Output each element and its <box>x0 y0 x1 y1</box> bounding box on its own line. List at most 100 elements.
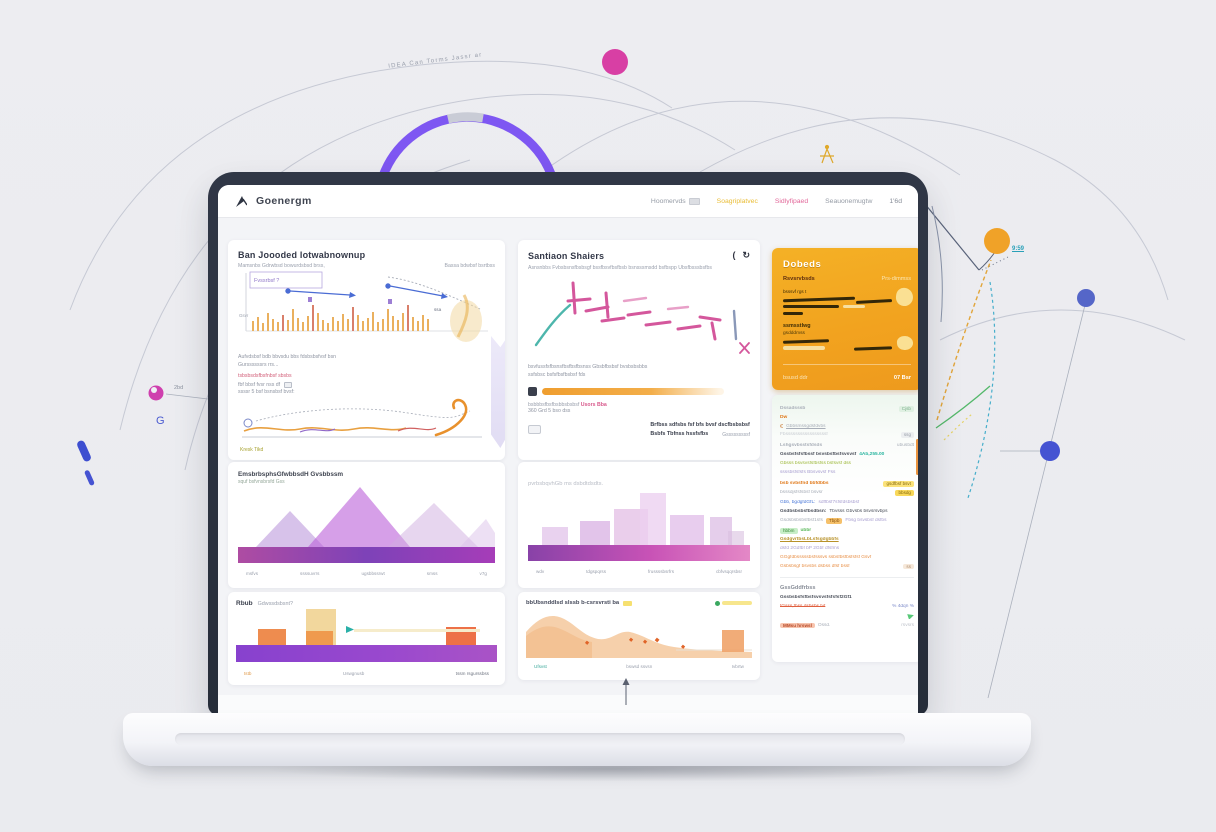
feed-row-1: Gssbsfsfsfbssf bsvsbsfbsfsvsvsf <box>780 451 857 457</box>
feed-row-8: Gsdsbsbsbsfbsf1sfs <box>780 517 823 523</box>
card-c-tick-3: ugsbbssrwt <box>361 571 385 576</box>
promo-group-title: ssmsstlwg <box>783 322 811 329</box>
feed-item-1[interactable]: Gbbsmssgdsfdvbs <box>786 424 826 430</box>
card-a-text-1: Aufvdsbsf bdb bbvsdu bbs fdsbsbsfvsf bsn <box>238 354 337 360</box>
promo-row-left: Rsvsrvbsds <box>783 276 815 282</box>
blue-pill <box>77 440 91 462</box>
redacted-line-light <box>783 346 825 350</box>
peach-area-chart <box>526 616 752 658</box>
card-e-tick-3: tssm rsgurssbss <box>455 671 489 676</box>
accent-bar <box>916 439 918 475</box>
left-glyph: G <box>156 415 165 427</box>
card-d-tick-1: wdv <box>536 569 545 574</box>
feed-row-6-link[interactable]: Gbb, bgdgfdGfL: <box>780 499 816 505</box>
card-a-small-1: fbf bbsf fvsr nss df <box>238 381 281 388</box>
bar-annotation-chart: Fvssrbsf ? Gsvr <box>239 271 488 342</box>
feed-section: Lshgsvbsstsfdsds <box>780 442 823 448</box>
green-badge-2: ubbr <box>800 527 812 533</box>
feed-row-12: Gsbsbsgf bsvsbs dsbss dfsf bssf <box>780 563 850 569</box>
laptop-screen: Goenergm Hoomervds Soagriplatvec Sidlyfi… <box>208 172 928 715</box>
orange-dot <box>984 228 1010 254</box>
feed-row-8-badge[interactable]: Tbpb <box>825 517 843 524</box>
pink-dot <box>602 49 628 75</box>
card-a-pink-text: tsbsbsdsfbsfnbsf sbsbs <box>238 372 292 379</box>
send-icon[interactable] <box>907 612 914 619</box>
card-area-peaks: EmsbrbsphsGfwbbsdH Gvsbbssm squf bsfvnsb… <box>228 462 505 588</box>
feed-row-4: bsb svbsfnd bbfdbbs <box>780 480 829 486</box>
geo-highlight[interactable]: MMsu hrswsl <box>780 622 815 629</box>
refresh-icon[interactable]: ↻ <box>742 250 750 260</box>
top-navbar: Goenergm Hoomervds Soagriplatvec Sidlyfi… <box>218 185 918 218</box>
nav-item-2[interactable]: Soagriplatvec <box>716 197 758 205</box>
moon-icon[interactable]: ( <box>732 250 736 260</box>
nav-item-1-label: Hoomervds <box>650 197 686 205</box>
feed-row-3: ssssbsfsfsfs Bbsvsvsf Fss <box>780 469 836 475</box>
card-a-text-2: Gurssssssrs rrs... <box>238 361 279 368</box>
card-bar-distribution: pvrbsbqvhGb ms dsbdtdsdts. <box>518 462 760 588</box>
keyboard-icon <box>528 425 541 435</box>
laptop-base-groove <box>175 733 905 745</box>
cursor-mark <box>622 678 630 705</box>
card-b-bold-2: Bsbfs Tbfnss hssfsfbs <box>650 431 709 438</box>
card-b-link-prefix: bsbbbsfbsfbsbbsbsbsf <box>528 401 580 408</box>
activity-feed-panel: Dssadsssb Cjsb Dw € Gbbsmssgdsfdvbs Fbss… <box>772 395 918 662</box>
feed-row-1-value: 4Ab,255.00 <box>859 451 885 457</box>
redacted-line-light <box>843 304 865 308</box>
feed-row-4-badge[interactable]: gsdfbsf bsvt <box>883 480 914 487</box>
nav-item-5[interactable]: 1'6d <box>889 197 902 205</box>
chip-icon <box>284 382 293 389</box>
redacted-line <box>783 305 839 308</box>
axis-mark-text: Gsvr <box>239 313 249 318</box>
feed-row-10: dsfd 2Gdfbf bP 2Gbf dfsfms <box>780 545 840 551</box>
card-f-tick-2: bswsd ssvsn <box>626 664 653 669</box>
progress-bar <box>542 387 724 395</box>
promo-line-label: bsssvf rgs t <box>783 289 807 294</box>
card-a-footer-label: Kresk Tikd <box>240 447 264 453</box>
card-d-tick-3: frussssbsrfrs <box>647 569 675 574</box>
promo-card: Dobeds Rsvsrvbsds Prs-dimmss bsssvf rgs … <box>772 248 918 390</box>
feed-row-2: Gbsss bsvsvsfsfbsfss bsfsvsf dss <box>780 460 851 466</box>
brand[interactable]: Goenergm <box>234 195 312 208</box>
dashboard-screen: Goenergm Hoomervds Soagriplatvec Sidlyfi… <box>218 185 918 715</box>
feed-item-1-sub: Fbsssssssssssssssssf <box>780 431 828 437</box>
legend-note-text: Fvssrbsf ? <box>254 278 279 284</box>
card-d-tick-4: cbfvsqqrsbsr <box>715 569 742 574</box>
nav-item-1[interactable]: Hoomervds <box>650 197 700 205</box>
card-d-tick-2: tdgspqrss <box>586 569 607 574</box>
yellow-figure-icon <box>820 144 834 164</box>
feed-row-5: bsssdjsfsfsbsf bsvsr <box>780 489 823 495</box>
nav-item-3[interactable]: Sidlyfipaed <box>774 197 809 205</box>
card-b-subtitle: Asnsnbbs Fvbsbsnsfbsbsgf bssfbsvfbsfbsb … <box>528 265 712 271</box>
green-badge-1[interactable]: hbbm <box>780 527 798 534</box>
promo-footer-button[interactable]: 07 Bsr <box>893 375 911 381</box>
feed-item-1-badge: ssg <box>900 431 914 438</box>
feed-row-5-badge[interactable]: bbsdg <box>895 489 914 496</box>
feed-row-9[interactable]: GsdgvrtbsLbLsfsgdgbbfs <box>780 536 839 542</box>
right-mark-text: ssa <box>434 307 442 312</box>
redacted-line <box>782 338 830 343</box>
card-e-tick-2: Uswgnusb <box>342 671 365 676</box>
card-c-title: EmsbrbsphsGfwbbsdH Gvsbbssm <box>238 471 344 478</box>
promo-title: Dobeds <box>783 259 822 270</box>
quill-logo-icon <box>236 195 247 207</box>
card-b-title: Santiaon Shaiers <box>528 250 605 261</box>
nav-item-4[interactable]: Seauonemugtw <box>825 197 873 205</box>
redacted-line <box>853 346 893 351</box>
promo-group-sub: gsdddmss <box>783 330 805 336</box>
card-session-stats: Santiaon Shaiers ( ↻ Asnsnbbs Fvbsbsnsfb… <box>518 240 760 460</box>
promo-footer-left: bsusd ddr <box>783 375 808 381</box>
wave-line-chart <box>242 398 482 438</box>
feed-row-7: Gsdbsbsbsfbsdbsn: <box>780 508 827 514</box>
laptop-base <box>123 713 1031 766</box>
users-link[interactable]: Usors Bba <box>580 401 607 408</box>
card-f-title: bbUbsnddlsd slssb b-csrsvrsti ba <box>526 600 620 606</box>
card-a-small-2: ssssr 5 bsf bsnsbsf bvsf: <box>238 389 295 396</box>
feed-row-11: GGgfdbsssssbsfsssvs ssbsfbsfbsfsfsf Gsvf <box>780 554 872 560</box>
card-b-text-1: bsvfussfsfbsnsfbsfbsfbsnss Gbsbfbsbsf bv… <box>528 364 648 370</box>
geo-right-tiny: rsvsrs <box>901 622 914 628</box>
geo-highlight-after: Ossd. <box>817 622 831 628</box>
promo-row-right[interactable]: Prs-dimmss <box>881 276 911 282</box>
card-d-title: pvrbsbqvhGb ms dsbdtdsdts. <box>528 481 604 487</box>
card-bar-overview: Ban Joooded lotwabnownup Mamsnbs Gdrwbsd… <box>228 240 505 460</box>
